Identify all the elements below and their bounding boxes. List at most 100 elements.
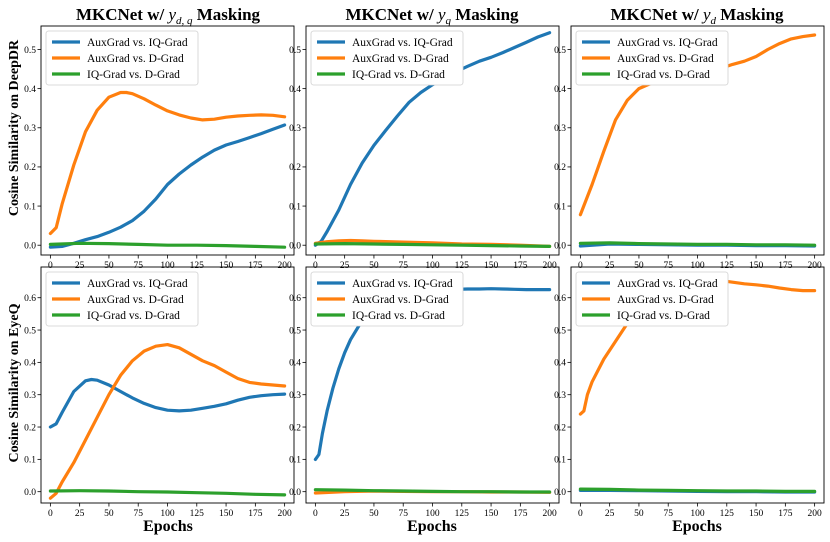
y-tick-label: 0.3 <box>554 391 566 401</box>
panel-eyeq-yq: 0 25 50 75 100 125 150 175 200 0.0 0.1 0.2 0.3 0.4 0.5… <box>289 266 560 519</box>
legend-label-auxgrad-vs-iq-grad: AuxGrad vs. IQ-Grad <box>617 278 718 290</box>
x-tick-label: 25 <box>340 261 350 271</box>
y-tick-label: 0.6 <box>554 294 566 304</box>
y-tick-label: 0.6 <box>24 294 36 304</box>
panel-eyeq-yd: 0 25 50 75 100 125 150 175 200 0.0 0.1 0.2 0.3 0.4 0.5… <box>554 266 825 519</box>
series-line-auxgrad-vs-iq-grad <box>48 377 287 429</box>
column-title-1: MKCNet w/ yd, q Masking <box>76 5 261 27</box>
legend-label-iq-grad-vs-d-grad: IQ-Grad vs. D-Grad <box>87 310 180 322</box>
x-tick-label: 75 <box>133 261 143 271</box>
y-tick-label: 0.2 <box>24 163 36 173</box>
x-tick-label: 200 <box>808 261 823 271</box>
legend-label-iq-grad-vs-d-grad: IQ-Grad vs. D-Grad <box>87 69 180 81</box>
y-tick-label: 0.3 <box>554 124 566 134</box>
series-line-iq-grad-vs-d-grad <box>313 488 552 494</box>
y-tick-label: 0.5 <box>289 46 301 56</box>
legend-box <box>575 30 729 86</box>
x-axis-label-1: Epochs <box>143 518 193 535</box>
y-tick-label: 0.1 <box>554 202 566 212</box>
x-tick-label: 0 <box>313 261 318 271</box>
legend-label-iq-grad-vs-d-grad: IQ-Grad vs. D-Grad <box>352 310 445 322</box>
x-tick-label: 175 <box>778 509 793 519</box>
x-axis-label-3: Epochs <box>672 518 722 535</box>
legend: AuxGrad vs. IQ-Grad AuxGrad vs. D-Grad IQ-… <box>575 271 729 327</box>
series-line-iq-grad-vs-d-grad <box>578 241 817 247</box>
y-tick-label: 0.0 <box>289 488 301 498</box>
x-tick-label: 125 <box>190 509 205 519</box>
x-tick-label: 50 <box>104 509 114 519</box>
x-tick-label: 50 <box>369 509 379 519</box>
legend-label-iq-grad-vs-d-grad: IQ-Grad vs. D-Grad <box>617 69 710 81</box>
column-title-2: MKCNet w/ yq Masking <box>345 5 519 27</box>
x-tick-label: 200 <box>543 509 558 519</box>
x-tick-label: 25 <box>605 261 615 271</box>
x-tick-label: 200 <box>278 509 293 519</box>
y-tick-label: 0.2 <box>289 423 301 433</box>
x-tick-label: 150 <box>484 509 499 519</box>
x-tick-label: 25 <box>75 509 85 519</box>
y-tick-label: 0.5 <box>554 326 566 336</box>
x-tick-label: 125 <box>720 509 735 519</box>
x-tick-label: 200 <box>278 261 293 271</box>
x-tick-label: 150 <box>749 509 764 519</box>
series-line-iq-grad-vs-d-grad <box>48 241 287 249</box>
legend-label-auxgrad-vs-d-grad: AuxGrad vs. D-Grad <box>352 53 449 65</box>
legend-label-auxgrad-vs-d-grad: AuxGrad vs. D-Grad <box>617 294 714 306</box>
series-line-auxgrad-vs-d-grad <box>48 343 287 500</box>
legend-label-auxgrad-vs-d-grad: AuxGrad vs. D-Grad <box>87 53 184 65</box>
y-tick-label: 0.2 <box>554 163 566 173</box>
legend-box <box>575 271 729 327</box>
y-tick-label: 0.2 <box>289 163 301 173</box>
x-tick-label: 200 <box>543 261 558 271</box>
legend-label-auxgrad-vs-iq-grad: AuxGrad vs. IQ-Grad <box>352 278 453 290</box>
x-tick-label: 100 <box>160 261 175 271</box>
y-tick-label: 0.5 <box>289 326 301 336</box>
y-tick-label: 0.4 <box>24 359 36 369</box>
y-tick-label: 0.4 <box>289 359 301 369</box>
x-tick-label: 75 <box>398 261 408 271</box>
x-tick-label: 0 <box>578 509 583 519</box>
row-label-eyeq: Cosine Similarity on EyeQ <box>7 303 22 462</box>
x-tick-label: 75 <box>398 509 408 519</box>
legend-box <box>310 30 464 86</box>
y-tick-label: 0.4 <box>554 359 566 369</box>
x-tick-label: 0 <box>578 261 583 271</box>
y-tick-label: 0.2 <box>24 423 36 433</box>
y-tick-label: 0.1 <box>289 456 301 466</box>
y-tick-label: 0.3 <box>24 124 36 134</box>
x-tick-label: 100 <box>690 509 705 519</box>
x-tick-label: 25 <box>340 509 350 519</box>
x-tick-label: 50 <box>634 261 644 271</box>
y-tick-label: 0.0 <box>289 242 301 252</box>
legend: AuxGrad vs. IQ-Grad AuxGrad vs. D-Grad IQ-… <box>310 271 464 327</box>
x-tick-label: 150 <box>219 261 234 271</box>
x-tick-label: 0 <box>48 261 53 271</box>
y-tick-label: 0.4 <box>289 85 301 95</box>
panel-eyeq-ydq: 0 25 50 75 100 125 150 175 200 0.0 0.1 0.2 0.3 0.4 0.5… <box>24 266 295 519</box>
series-line-auxgrad-vs-iq-grad <box>313 31 552 247</box>
x-tick-label: 50 <box>369 261 379 271</box>
x-tick-label: 75 <box>663 509 673 519</box>
legend-box <box>45 271 199 327</box>
y-tick-label: 0.1 <box>554 456 566 466</box>
y-tick-label: 0.3 <box>289 124 301 134</box>
x-tick-label: 100 <box>425 261 440 271</box>
series-line-iq-grad-vs-d-grad <box>48 489 287 497</box>
legend-label-iq-grad-vs-d-grad: IQ-Grad vs. D-Grad <box>617 310 710 322</box>
x-tick-label: 175 <box>513 509 528 519</box>
legend-label-auxgrad-vs-d-grad: AuxGrad vs. D-Grad <box>87 294 184 306</box>
x-tick-label: 150 <box>484 261 499 271</box>
panel-deepdr-ydq: 0 25 50 75 100 125 150 175 200 0.0 0.1 0.2 0.3 0.4 0.5… <box>24 25 295 271</box>
x-tick-label: 0 <box>48 509 53 519</box>
legend: AuxGrad vs. IQ-Grad AuxGrad vs. D-Grad IQ-… <box>575 30 729 86</box>
x-tick-label: 175 <box>513 261 528 271</box>
x-tick-label: 125 <box>455 509 470 519</box>
x-tick-label: 100 <box>160 509 175 519</box>
x-tick-label: 75 <box>663 261 673 271</box>
x-tick-label: 150 <box>219 509 234 519</box>
legend-label-auxgrad-vs-iq-grad: AuxGrad vs. IQ-Grad <box>352 37 453 49</box>
x-tick-label: 100 <box>425 509 440 519</box>
y-tick-label: 0.0 <box>24 242 36 252</box>
x-tick-label: 175 <box>778 261 793 271</box>
